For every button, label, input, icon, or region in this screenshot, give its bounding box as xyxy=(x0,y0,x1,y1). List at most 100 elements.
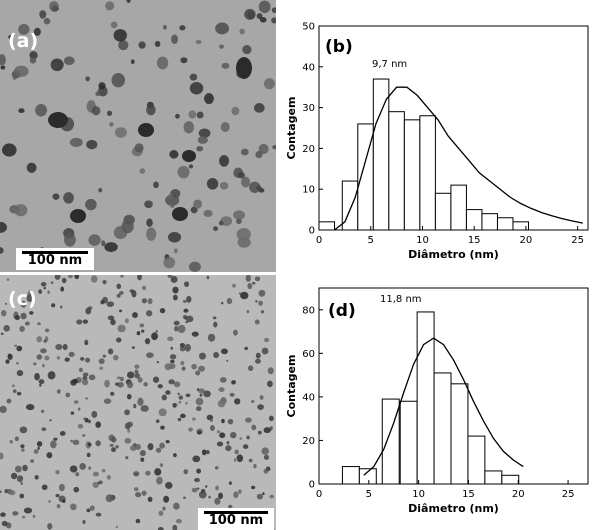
nanoparticle xyxy=(247,283,253,290)
nanoparticle xyxy=(134,373,140,379)
nanoparticle xyxy=(53,437,58,441)
nanoparticle xyxy=(226,440,230,445)
nanoparticle xyxy=(263,468,269,474)
nanoparticle xyxy=(127,371,135,379)
nanoparticle xyxy=(29,51,38,60)
nanoparticle xyxy=(158,408,167,417)
nanoparticle xyxy=(78,367,83,373)
nanoparticle xyxy=(16,370,24,377)
nanoparticle xyxy=(147,443,154,451)
histogram-bar xyxy=(512,221,530,231)
nanoparticle xyxy=(206,275,210,280)
nanoparticle xyxy=(156,476,163,485)
panel-label: (d) xyxy=(328,301,356,321)
nanoparticle xyxy=(61,277,67,284)
nanoparticle xyxy=(95,91,101,97)
nanoparticle xyxy=(70,503,77,511)
nanoparticle xyxy=(168,193,174,199)
nanoparticle xyxy=(109,443,114,447)
nanoparticle xyxy=(218,220,224,226)
fit-curve xyxy=(334,86,583,231)
nanoparticle xyxy=(185,321,188,324)
nanoparticle xyxy=(192,455,201,463)
y-tick-label: 60 xyxy=(302,349,315,360)
nanoparticle xyxy=(174,325,179,332)
nanoparticle xyxy=(72,439,80,446)
histogram-bar xyxy=(416,311,435,485)
nanoparticle xyxy=(83,417,87,421)
nanoparticle xyxy=(155,447,162,453)
nanoparticle xyxy=(0,247,4,254)
nanoparticle xyxy=(82,319,89,324)
nanoparticle xyxy=(271,7,276,14)
nanoparticle xyxy=(46,452,53,459)
nanoparticle xyxy=(52,6,59,12)
nanoparticle xyxy=(259,16,267,23)
nanoparticle xyxy=(213,226,219,231)
x-tick-label: 15 xyxy=(462,489,475,500)
nanoparticle xyxy=(157,384,163,389)
nanoparticle xyxy=(60,305,63,309)
nanoparticle xyxy=(146,104,156,116)
nanoparticle xyxy=(163,495,170,503)
nanoparticle xyxy=(85,76,90,82)
nanoparticle xyxy=(253,103,265,113)
histogram-bar xyxy=(467,435,486,485)
x-axis-label: Diâmetro (nm) xyxy=(408,248,499,261)
nanoparticle xyxy=(110,21,118,29)
nanoparticle xyxy=(231,380,236,385)
nanoparticle xyxy=(111,73,126,88)
nanoparticle xyxy=(137,377,143,383)
nanoparticle xyxy=(0,332,4,336)
nanoparticle xyxy=(25,404,35,411)
nanoparticle xyxy=(220,301,224,305)
nanoparticle xyxy=(26,162,37,173)
nanoparticle xyxy=(234,398,241,405)
nanoparticle xyxy=(7,353,12,359)
nanoparticle xyxy=(154,40,161,48)
scale-bar-label-a: 100 nm xyxy=(27,253,83,268)
nanoparticle xyxy=(256,493,264,500)
nanoparticle xyxy=(34,372,40,381)
nanoparticle xyxy=(9,490,16,496)
nanoparticle xyxy=(32,362,37,366)
nanoparticle xyxy=(74,275,80,280)
nanoparticle xyxy=(184,343,191,352)
nanoparticle xyxy=(106,475,111,480)
fit-curve xyxy=(363,337,524,476)
nanoparticle xyxy=(16,391,22,396)
nanoparticle xyxy=(156,56,169,70)
histogram-bar xyxy=(433,372,452,485)
nanoparticle xyxy=(116,283,122,290)
nanoparticle xyxy=(229,392,235,397)
nanoparticle xyxy=(237,172,245,179)
nanoparticle xyxy=(188,164,194,169)
nanoparticle xyxy=(85,397,89,400)
nanoparticle xyxy=(210,424,215,431)
nanoparticle xyxy=(111,436,117,443)
nanoparticle xyxy=(48,500,51,503)
histogram-bar xyxy=(381,398,400,485)
nanoparticle xyxy=(92,471,100,477)
nanoparticle xyxy=(196,146,204,152)
nanoparticle xyxy=(146,352,154,359)
nanoparticle xyxy=(267,367,274,375)
nanoparticle xyxy=(76,319,83,325)
y-tick-label: 20 xyxy=(302,144,315,155)
nanoparticle xyxy=(36,441,43,447)
nanoparticle xyxy=(162,506,166,511)
nanoparticle xyxy=(82,372,89,377)
nanoparticle xyxy=(24,321,30,326)
nanoparticle xyxy=(127,428,130,433)
nanoparticle xyxy=(43,286,47,290)
nanoparticle xyxy=(2,143,17,157)
nanoparticle xyxy=(248,458,253,463)
nanoparticle xyxy=(266,380,273,388)
nanoparticle xyxy=(135,518,141,524)
nanoparticle xyxy=(138,41,146,49)
nanoparticle xyxy=(0,405,7,414)
nanoparticle xyxy=(110,319,116,326)
nanoparticle xyxy=(206,178,219,190)
x-tick-label: 5 xyxy=(366,489,372,500)
nanoparticle xyxy=(139,450,146,457)
